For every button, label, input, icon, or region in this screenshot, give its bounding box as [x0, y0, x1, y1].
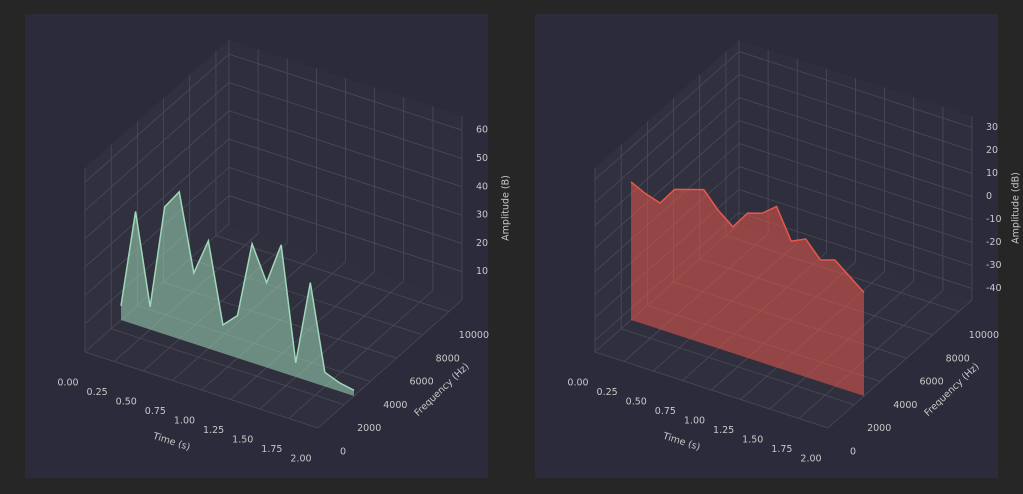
x-tick-label: 0.75: [655, 406, 676, 417]
x-tick-label: 0.00: [567, 378, 588, 389]
x-tick-label: 1.75: [261, 444, 282, 455]
grid-line: [228, 167, 463, 244]
x-tick-label: 1.50: [232, 435, 253, 446]
x-tick-label: 0.25: [87, 387, 108, 398]
z-tick-label: 30: [476, 210, 488, 221]
z-axis-label: Amplitude (B): [501, 175, 512, 241]
grid-line: [259, 280, 405, 410]
grid-line: [228, 195, 463, 273]
z-axis-label: Amplitude (dB): [1011, 172, 1022, 244]
x-tick-label: 0.75: [145, 406, 166, 417]
y-tick-label: 0: [340, 447, 346, 458]
y-tick-label: 6000: [919, 377, 943, 388]
grid-line: [738, 143, 973, 220]
x-tick-label: 0.50: [116, 397, 137, 408]
z-tick-label: -40: [986, 283, 1002, 294]
grid-line: [228, 138, 463, 216]
z-tick-label: 40: [476, 181, 488, 192]
grid-line: [228, 110, 463, 188]
x-tick-label: 1.00: [684, 416, 705, 427]
z-tick-label: 20: [476, 238, 488, 249]
z-tick-label: -10: [986, 214, 1002, 225]
y-tick-label: 0: [850, 447, 856, 458]
x-tick-label: 1.75: [771, 444, 792, 455]
grid-line: [111, 328, 345, 406]
z-tick-label: 10: [476, 266, 488, 277]
y-tick-label: 8000: [946, 353, 970, 364]
x-tick-label: 1.25: [203, 425, 224, 436]
y-tick-label: 10000: [459, 330, 489, 341]
y-tick-label: 8000: [436, 353, 460, 364]
grid-line: [594, 351, 829, 429]
x-tick-label: 1.00: [174, 416, 195, 427]
z-tick-label: 60: [476, 125, 488, 136]
surface-ridge: [120, 190, 355, 392]
grid-line: [594, 74, 740, 203]
x-tick-label: 2.00: [800, 454, 821, 465]
grid-line: [798, 290, 944, 419]
surface-ridge: [630, 181, 865, 294]
z-tick-label: 50: [476, 153, 488, 164]
grid-line: [621, 328, 855, 406]
grid-line: [228, 53, 463, 131]
grid-line: [738, 120, 973, 197]
surface-area: [631, 182, 864, 396]
z-tick-label: -20: [986, 237, 1002, 248]
grid-line: [738, 51, 973, 128]
y-tick-label: 2000: [867, 423, 891, 434]
z-tick-label: 20: [986, 145, 998, 156]
grid-line: [288, 290, 434, 419]
grid-line: [84, 110, 230, 240]
y-tick-label: 2000: [357, 423, 381, 434]
grid-line: [84, 351, 319, 429]
z-tick-label: 10: [986, 168, 998, 179]
grid-line: [317, 299, 463, 429]
grid-line: [594, 97, 740, 226]
x-tick-label: 0.50: [626, 397, 647, 408]
x-tick-label: 2.00: [290, 454, 311, 465]
y-tick-label: 4000: [893, 400, 917, 411]
y-tick-label: 10000: [969, 330, 999, 341]
grid-line: [84, 82, 230, 211]
x-tick-label: 1.50: [742, 435, 763, 446]
z-tick-label: 0: [986, 191, 992, 202]
z-tick-label: 30: [986, 122, 998, 133]
grid-line: [84, 167, 230, 296]
y-tick-label: 6000: [409, 377, 433, 388]
grid-line: [827, 299, 973, 429]
z-tick-label: -30: [986, 260, 1002, 271]
y-tick-label: 4000: [383, 400, 407, 411]
grid-line: [84, 53, 230, 183]
grid-line: [738, 74, 973, 151]
grid-line: [738, 189, 973, 266]
surface-area: [121, 191, 354, 396]
grid-line: [738, 166, 973, 243]
grid-line: [594, 120, 740, 249]
x-tick-label: 1.25: [713, 425, 734, 436]
back-wall: [85, 40, 229, 352]
grid-line: [228, 82, 463, 159]
grid-line: [738, 97, 973, 174]
grid-line: [215, 235, 450, 313]
grid-line: [84, 138, 230, 268]
x-tick-label: 0.25: [597, 387, 618, 398]
grid-line: [189, 258, 423, 336]
x-tick-label: 0.00: [57, 378, 78, 389]
grid-line: [594, 51, 740, 180]
